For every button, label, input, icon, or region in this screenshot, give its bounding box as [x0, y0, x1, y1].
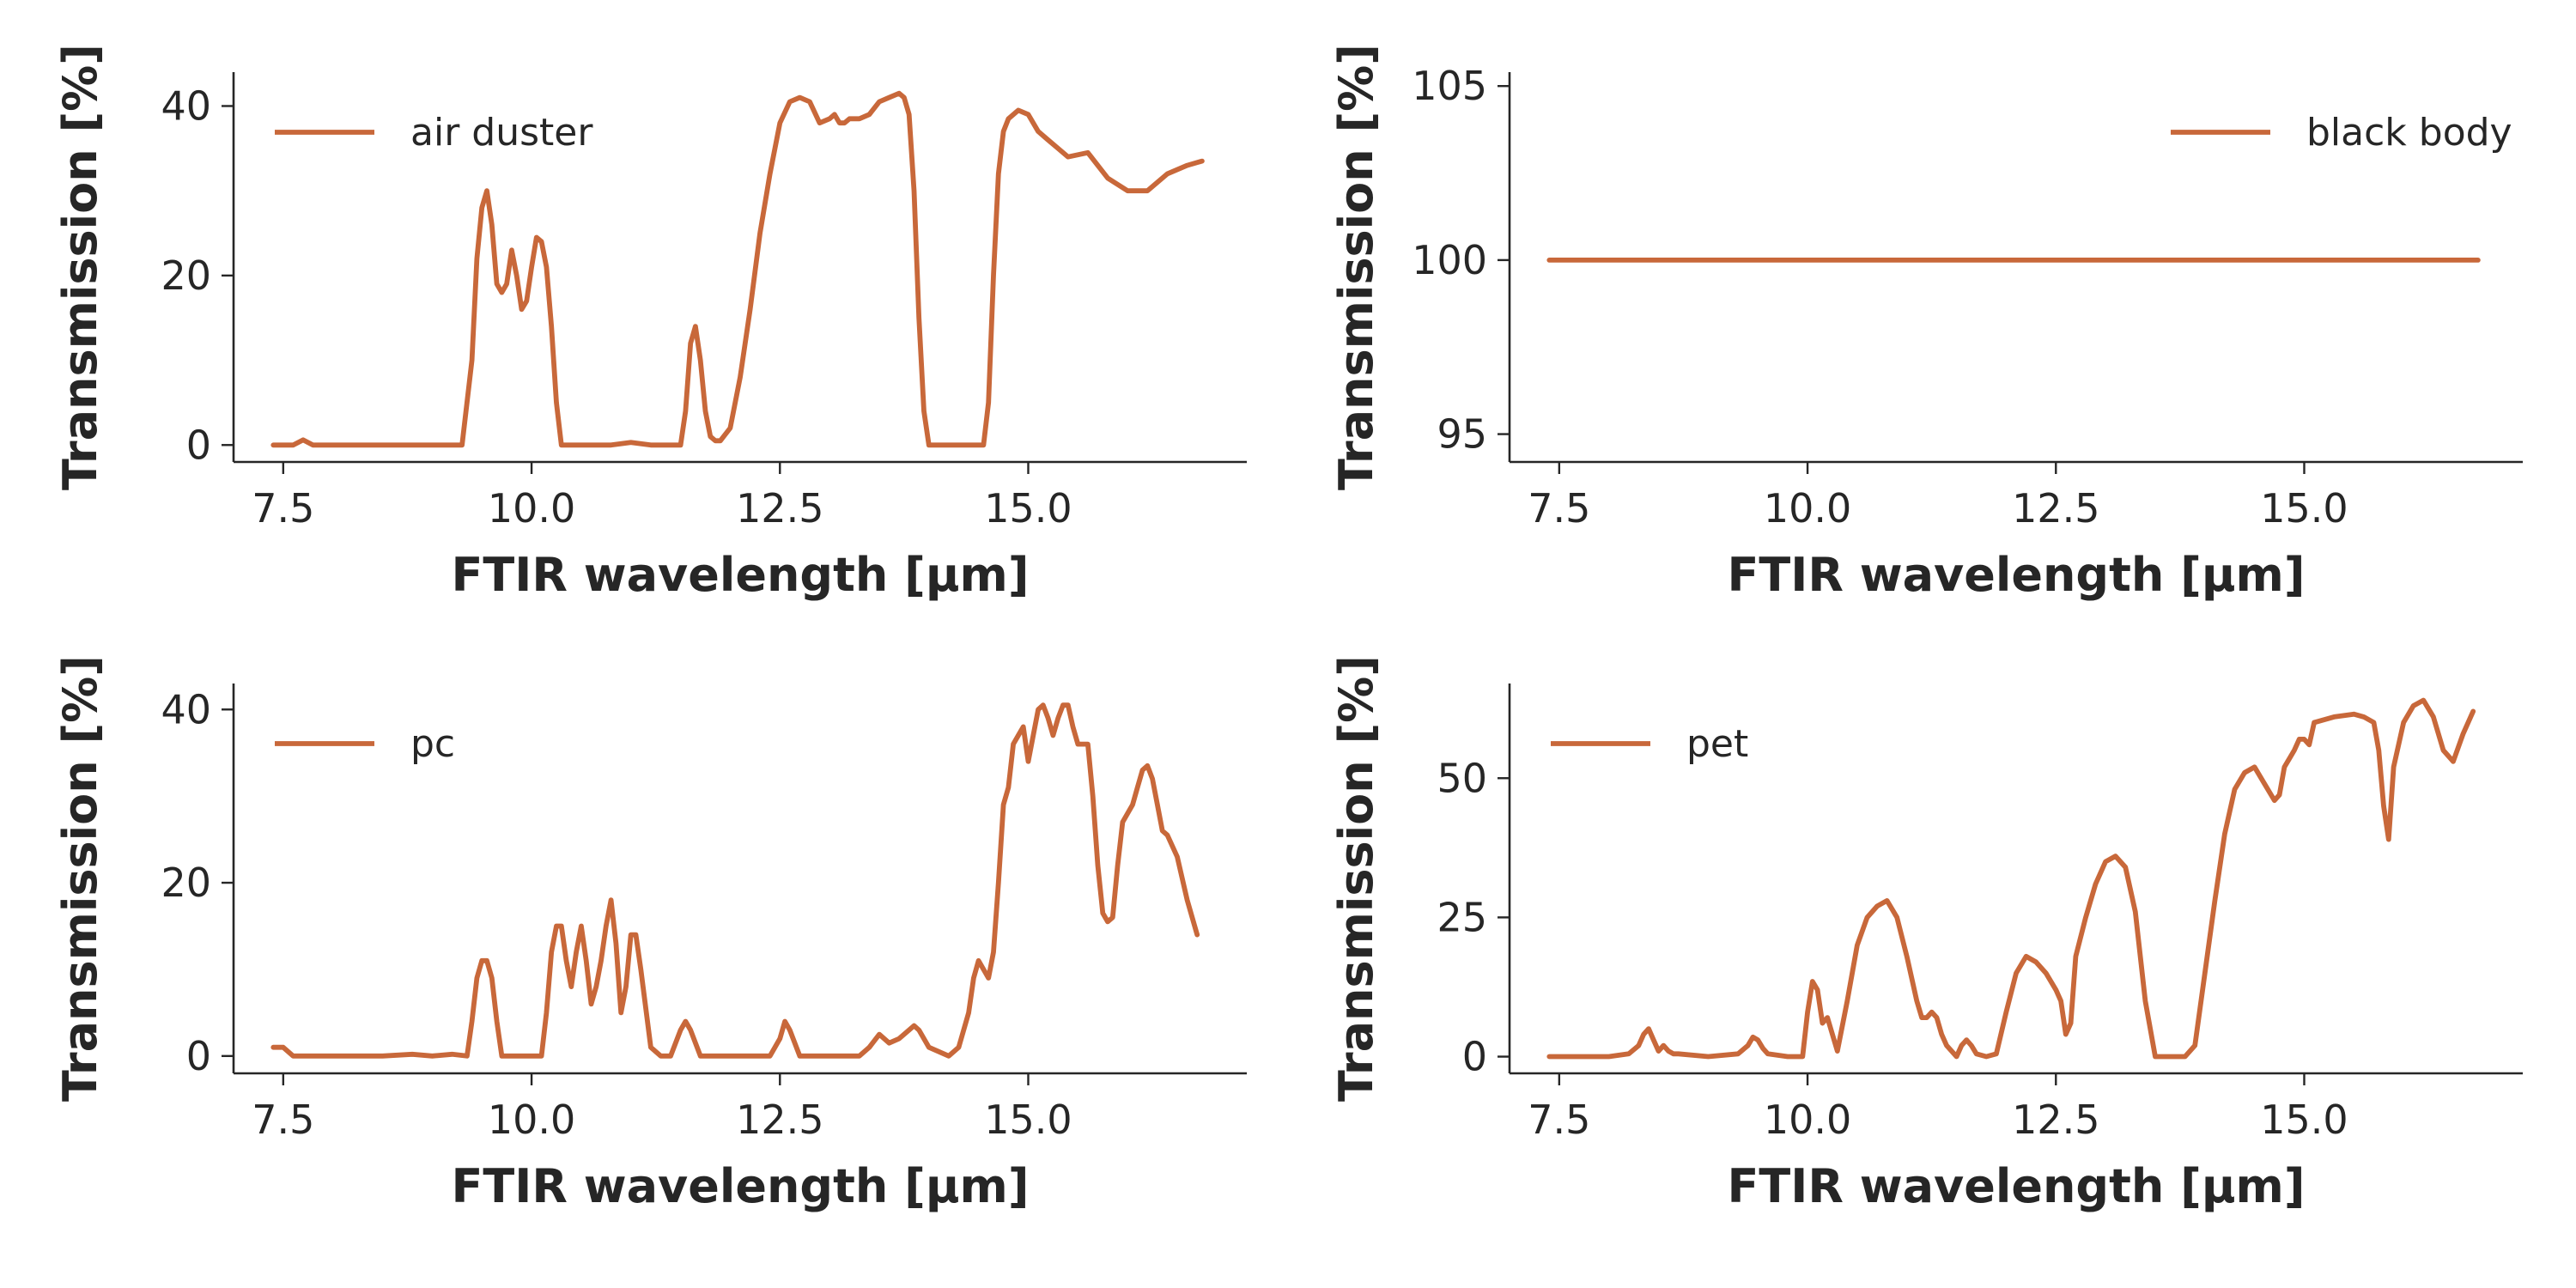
legend: pc [275, 722, 455, 766]
x-tick-label: 10.0 [1764, 1097, 1851, 1143]
x-tick-label: 7.5 [1528, 485, 1590, 532]
y-tick-label: 100 [1412, 237, 1487, 283]
y-axis-title: Transmission [%] [53, 655, 107, 1102]
y-tick-label: 20 [161, 252, 211, 299]
y-axis-title: Transmission [%] [53, 44, 107, 490]
y-axis-title: Transmission [%] [1329, 44, 1383, 490]
y-tick-label: 40 [161, 686, 211, 732]
chart-panel-4: 7.5 10.0 12.5 15.0 0 25 50 FTIR wavelength [μm]… [1329, 655, 2523, 1213]
x-tick-label: 12.5 [2012, 1097, 2099, 1143]
y-tick-label: 0 [1462, 1034, 1487, 1080]
x-tick-label: 12.5 [736, 1097, 823, 1143]
x-tick-label: 7.5 [1528, 1097, 1590, 1143]
y-axis-title: Transmission [%] [1329, 655, 1383, 1102]
x-axis-title: FTIR wavelength [μm] [1728, 548, 2306, 602]
y-tick-label: 25 [1437, 894, 1487, 940]
x-tick-label: 12.5 [2012, 485, 2099, 532]
chart-panel-3: 7.5 10.0 12.5 15.0 0 20 40 FTIR wavelength [μm]… [53, 655, 1247, 1213]
x-tick-label: 10.0 [488, 485, 575, 532]
legend: black body [2171, 111, 2512, 155]
y-tick-label: 40 [161, 82, 211, 129]
legend-label: black body [2306, 111, 2512, 155]
y-tick-label: 0 [186, 422, 211, 468]
x-tick-label: 12.5 [736, 485, 823, 532]
y-tick-label: 95 [1437, 411, 1487, 458]
x-tick-label: 10.0 [488, 1097, 575, 1143]
x-tick-label: 7.5 [252, 1097, 314, 1143]
x-tick-label: 15.0 [2260, 485, 2348, 532]
x-tick-label: 15.0 [984, 485, 1072, 532]
x-tick-label: 10.0 [1764, 485, 1851, 532]
series-line-air-duster [270, 90, 1205, 448]
y-tick-label: 0 [186, 1033, 211, 1079]
legend-label: air duster [410, 111, 593, 155]
y-tick-label: 20 [161, 860, 211, 906]
legend-label: pc [410, 722, 455, 766]
legend-label: pet [1686, 722, 1748, 766]
legend: pet [1551, 722, 1748, 766]
y-tick-label: 105 [1412, 63, 1487, 109]
x-axis-title: FTIR wavelength [μm] [1728, 1159, 2306, 1213]
x-axis-title: FTIR wavelength [μm] [452, 548, 1030, 602]
x-tick-label: 15.0 [984, 1097, 1072, 1143]
x-axis-title: FTIR wavelength [μm] [452, 1159, 1030, 1213]
x-tick-label: 7.5 [252, 485, 314, 532]
chart-panel-2: 7.5 10.0 12.5 15.0 95 100 105 FTIR wavelength [… [1329, 44, 2523, 602]
y-tick-label: 50 [1437, 755, 1487, 801]
x-tick-label: 15.0 [2260, 1097, 2348, 1143]
series-line-pet [1546, 697, 2476, 1060]
chart-panel-1: 7.5 10.0 12.5 15.0 0 20 40 FTIR wavelength [μm]… [53, 44, 1247, 602]
series-line-pc [270, 702, 1200, 1059]
legend: air duster [275, 111, 593, 155]
